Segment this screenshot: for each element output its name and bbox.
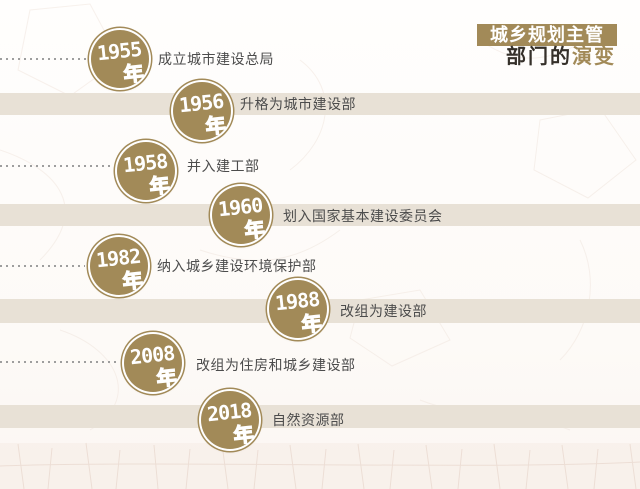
- badge-year-suffix: 年: [300, 312, 323, 337]
- badge-face: 1956 年: [170, 79, 234, 143]
- badge-year-suffix: 年: [232, 423, 255, 448]
- dotted-connector-2008: [0, 361, 119, 363]
- event-label-1982: 纳入城乡建设环境保护部: [157, 258, 317, 274]
- year-badge-1958: 1958 年: [117, 142, 175, 200]
- badge-face: 1988 年: [266, 277, 330, 341]
- page-title-banner: 城乡规划主管: [477, 24, 617, 46]
- badge-face: 2008 年: [121, 331, 185, 395]
- badge-year-suffix: 年: [121, 269, 144, 294]
- badge-year: 1956: [177, 88, 225, 118]
- badge-year: 1958: [121, 148, 169, 178]
- event-label-1988: 改组为建设部: [340, 303, 427, 319]
- badge-face: 1960 年: [209, 183, 273, 247]
- badge-face: 1982 年: [87, 234, 151, 298]
- year-badge-1956: 1956 年: [173, 82, 231, 140]
- page-title-line2-dark: 部门的: [506, 46, 572, 68]
- badge-year: 1960: [216, 192, 264, 222]
- badge-year: 1982: [94, 243, 142, 273]
- badge-year-suffix: 年: [204, 114, 227, 139]
- event-label-2008: 改组为住房和城乡建设部: [196, 357, 356, 373]
- dotted-connector-1982: [0, 265, 85, 267]
- year-badge-1982: 1982 年: [90, 237, 148, 295]
- badge-face: 1955 年: [88, 27, 152, 91]
- band-connector-1960: [0, 204, 640, 226]
- badge-year-suffix: 年: [243, 218, 266, 243]
- year-badge-2018: 2018 年: [201, 391, 259, 449]
- badge-year: 2008: [128, 340, 176, 370]
- dotted-connector-1955: [0, 58, 86, 60]
- badge-year: 1955: [95, 36, 143, 66]
- event-label-1956: 升格为城市建设部: [240, 96, 356, 112]
- badge-year-suffix: 年: [155, 366, 178, 391]
- badge-face: 2018 年: [198, 388, 262, 452]
- badge-face: 1958 年: [114, 139, 178, 203]
- year-badge-1988: 1988 年: [269, 280, 327, 338]
- year-badge-1955: 1955 年: [91, 30, 149, 88]
- page-title-line2-accent: 演变: [572, 46, 616, 68]
- badge-year: 2018: [205, 397, 253, 427]
- badge-year: 1988: [273, 286, 321, 316]
- badge-year-suffix: 年: [122, 62, 145, 87]
- event-label-1955: 成立城市建设总局: [158, 51, 274, 67]
- page-title-line2: 部门的演变: [506, 45, 616, 69]
- event-label-2018: 自然资源部: [272, 412, 345, 428]
- badge-year-suffix: 年: [148, 174, 171, 199]
- year-badge-1960: 1960 年: [212, 186, 270, 244]
- event-label-1960: 划入国家基本建设委员会: [283, 208, 443, 224]
- event-label-1958: 并入建工部: [187, 158, 260, 174]
- year-badge-2008: 2008 年: [124, 334, 182, 392]
- dotted-connector-1958: [0, 165, 112, 167]
